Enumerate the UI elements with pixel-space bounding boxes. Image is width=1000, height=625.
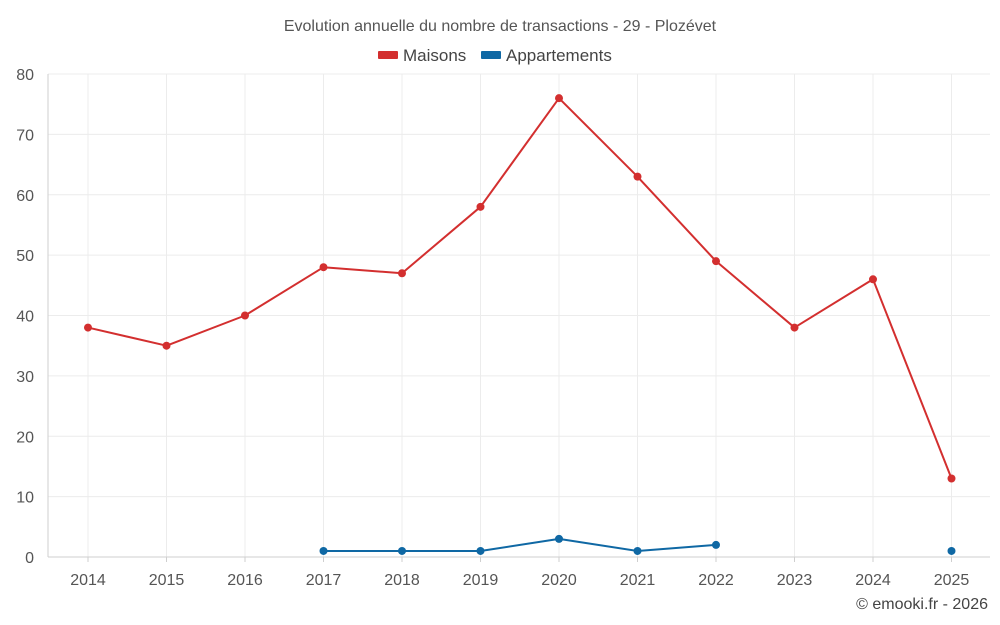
legend-label-maisons: Maisons — [403, 46, 466, 65]
grid — [48, 73, 990, 557]
series-line-maisons — [87, 97, 953, 479]
legend-item-appartements[interactable]: Appartements — [481, 46, 612, 65]
data-point-appartements-2017[interactable] — [319, 546, 328, 555]
y-tick-label: 20 — [16, 429, 34, 446]
data-point-appartements-2025[interactable] — [947, 546, 956, 555]
series-maisons — [84, 94, 956, 483]
x-tick-label: 2025 — [934, 572, 970, 589]
y-tick-label: 10 — [16, 490, 34, 507]
data-point-maisons-2017[interactable] — [319, 263, 328, 272]
series — [84, 94, 956, 555]
y-tick-label: 80 — [16, 67, 34, 84]
y-tick-label: 50 — [16, 248, 34, 265]
data-point-maisons-2025[interactable] — [947, 474, 956, 483]
x-tick-label: 2020 — [541, 572, 577, 589]
data-point-maisons-2015[interactable] — [162, 341, 171, 350]
x-tick-label: 2016 — [227, 572, 263, 589]
data-point-maisons-2022[interactable] — [712, 257, 720, 266]
x-tick-label: 2019 — [463, 572, 499, 589]
legend-swatch-appartements — [481, 51, 501, 59]
x-tick-label: 2017 — [306, 572, 342, 589]
footer-credit: © emooki.fr - 2026 — [856, 596, 988, 613]
y-tick-label: 0 — [25, 550, 34, 567]
data-point-appartements-2020[interactable] — [555, 534, 563, 543]
series-appartements — [319, 534, 956, 555]
x-tick-label: 2023 — [777, 572, 813, 589]
data-point-appartements-2021[interactable] — [633, 546, 642, 555]
data-point-appartements-2018[interactable] — [398, 546, 406, 555]
legend-label-appartements: Appartements — [506, 46, 612, 65]
y-tick-label: 60 — [16, 188, 34, 205]
x-tick-label: 2014 — [70, 572, 106, 589]
axes: 0 10 20 30 40 50 60 70 80 2014 2015 2016 2017 2018 201… — [16, 67, 990, 589]
chart-title: Evolution annuelle du nombre de transact… — [284, 18, 717, 35]
y-tick-label: 30 — [16, 369, 34, 386]
legend: Maisons Appartements — [378, 46, 612, 65]
x-tick-label: 2024 — [855, 572, 891, 589]
series-line-appartements — [323, 537, 717, 552]
data-point-maisons-2024[interactable] — [869, 275, 877, 284]
data-point-maisons-2018[interactable] — [398, 269, 406, 278]
y-tick-label: 70 — [16, 127, 34, 144]
x-tick-label: 2021 — [620, 572, 656, 589]
data-point-maisons-2014[interactable] — [84, 323, 92, 332]
x-tick-label: 2022 — [698, 572, 734, 589]
data-point-maisons-2020[interactable] — [555, 94, 563, 103]
data-point-maisons-2021[interactable] — [633, 172, 642, 181]
data-point-appartements-2022[interactable] — [712, 540, 720, 549]
legend-item-maisons[interactable]: Maisons — [378, 46, 466, 65]
data-point-appartements-2019[interactable] — [476, 546, 485, 555]
x-tick-label: 2015 — [149, 572, 185, 589]
y-tick-label: 40 — [16, 309, 34, 326]
data-point-maisons-2016[interactable] — [241, 311, 249, 320]
x-tick-label: 2018 — [384, 572, 420, 589]
legend-swatch-maisons — [378, 51, 398, 59]
data-point-maisons-2019[interactable] — [476, 202, 485, 211]
data-point-maisons-2023[interactable] — [790, 323, 799, 332]
